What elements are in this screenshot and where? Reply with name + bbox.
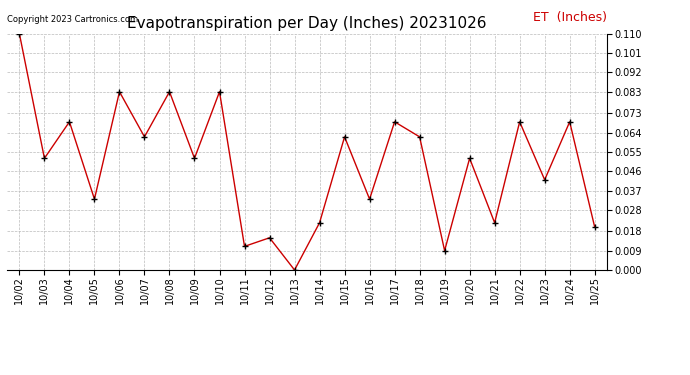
Text: ET  (Inches): ET (Inches) (533, 11, 607, 24)
Title: Evapotranspiration per Day (Inches) 20231026: Evapotranspiration per Day (Inches) 2023… (127, 16, 487, 31)
Text: Copyright 2023 Cartronics.com: Copyright 2023 Cartronics.com (7, 15, 138, 24)
